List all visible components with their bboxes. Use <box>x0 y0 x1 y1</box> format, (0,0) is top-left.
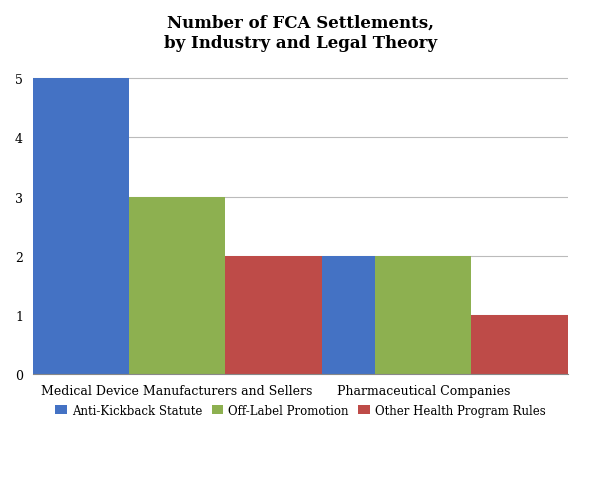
Bar <box>129 197 226 374</box>
Bar <box>33 79 129 374</box>
Bar <box>375 256 472 374</box>
Title: Number of FCA Settlements,
by Industry and Legal Theory: Number of FCA Settlements, by Industry a… <box>164 15 437 51</box>
Bar <box>472 315 568 374</box>
Bar <box>279 256 375 374</box>
Bar <box>226 256 322 374</box>
Legend: Anti-Kickback Statute, Off-Label Promotion, Other Health Program Rules: Anti-Kickback Statute, Off-Label Promoti… <box>50 399 550 422</box>
